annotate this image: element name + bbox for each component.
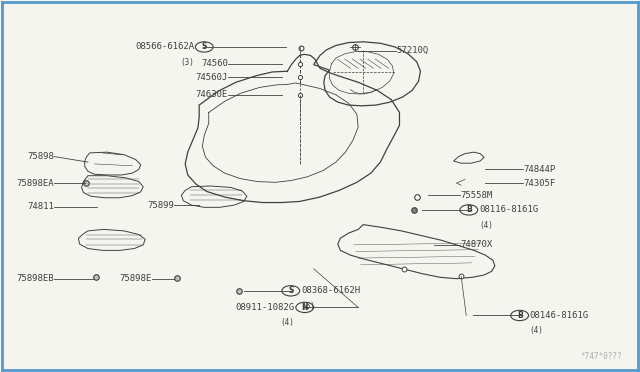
- Text: 74811: 74811: [28, 202, 54, 211]
- Text: (4): (4): [530, 326, 544, 336]
- Text: (6): (6): [301, 302, 315, 311]
- Text: *747*0???: *747*0???: [580, 352, 622, 361]
- Text: 75898EA: 75898EA: [17, 179, 54, 187]
- Text: 74560J: 74560J: [196, 73, 228, 81]
- Text: 74870X: 74870X: [460, 240, 492, 249]
- Text: S: S: [202, 42, 207, 51]
- Text: 08566-6162A: 08566-6162A: [135, 42, 194, 51]
- Text: 08146-8161G: 08146-8161G: [530, 311, 589, 320]
- Text: B: B: [466, 205, 472, 214]
- Text: 08911-1082G: 08911-1082G: [236, 303, 294, 312]
- Text: 08116-8161G: 08116-8161G: [479, 205, 538, 214]
- Text: 75898E: 75898E: [119, 274, 152, 283]
- Text: 74560: 74560: [201, 59, 228, 68]
- Text: 74844P: 74844P: [524, 165, 556, 174]
- Text: B: B: [516, 311, 522, 320]
- Text: 08368-6162H: 08368-6162H: [301, 286, 360, 295]
- Text: (4): (4): [479, 221, 493, 230]
- Text: (3): (3): [180, 58, 194, 67]
- Text: S: S: [288, 286, 293, 295]
- Text: 75898EB: 75898EB: [17, 274, 54, 283]
- Text: 57210Q: 57210Q: [396, 46, 429, 55]
- Text: 75898: 75898: [28, 152, 54, 161]
- Text: N: N: [301, 303, 308, 312]
- Text: 75558M: 75558M: [460, 191, 492, 200]
- Text: 74305F: 74305F: [524, 179, 556, 187]
- Text: 75899: 75899: [147, 201, 173, 210]
- Text: 74630E: 74630E: [196, 90, 228, 99]
- Text: (4): (4): [281, 318, 294, 327]
